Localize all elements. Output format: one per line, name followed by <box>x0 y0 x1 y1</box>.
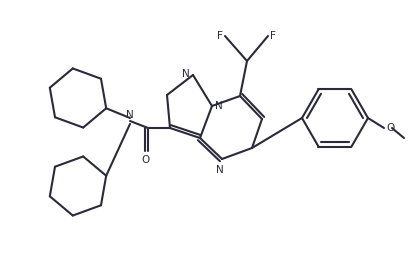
Text: F: F <box>270 31 276 41</box>
Text: O: O <box>386 123 394 133</box>
Text: F: F <box>217 31 223 41</box>
Text: N: N <box>126 110 134 120</box>
Text: O: O <box>142 155 150 165</box>
Text: N: N <box>182 69 190 79</box>
Text: N: N <box>216 165 224 175</box>
Text: N: N <box>215 101 223 111</box>
